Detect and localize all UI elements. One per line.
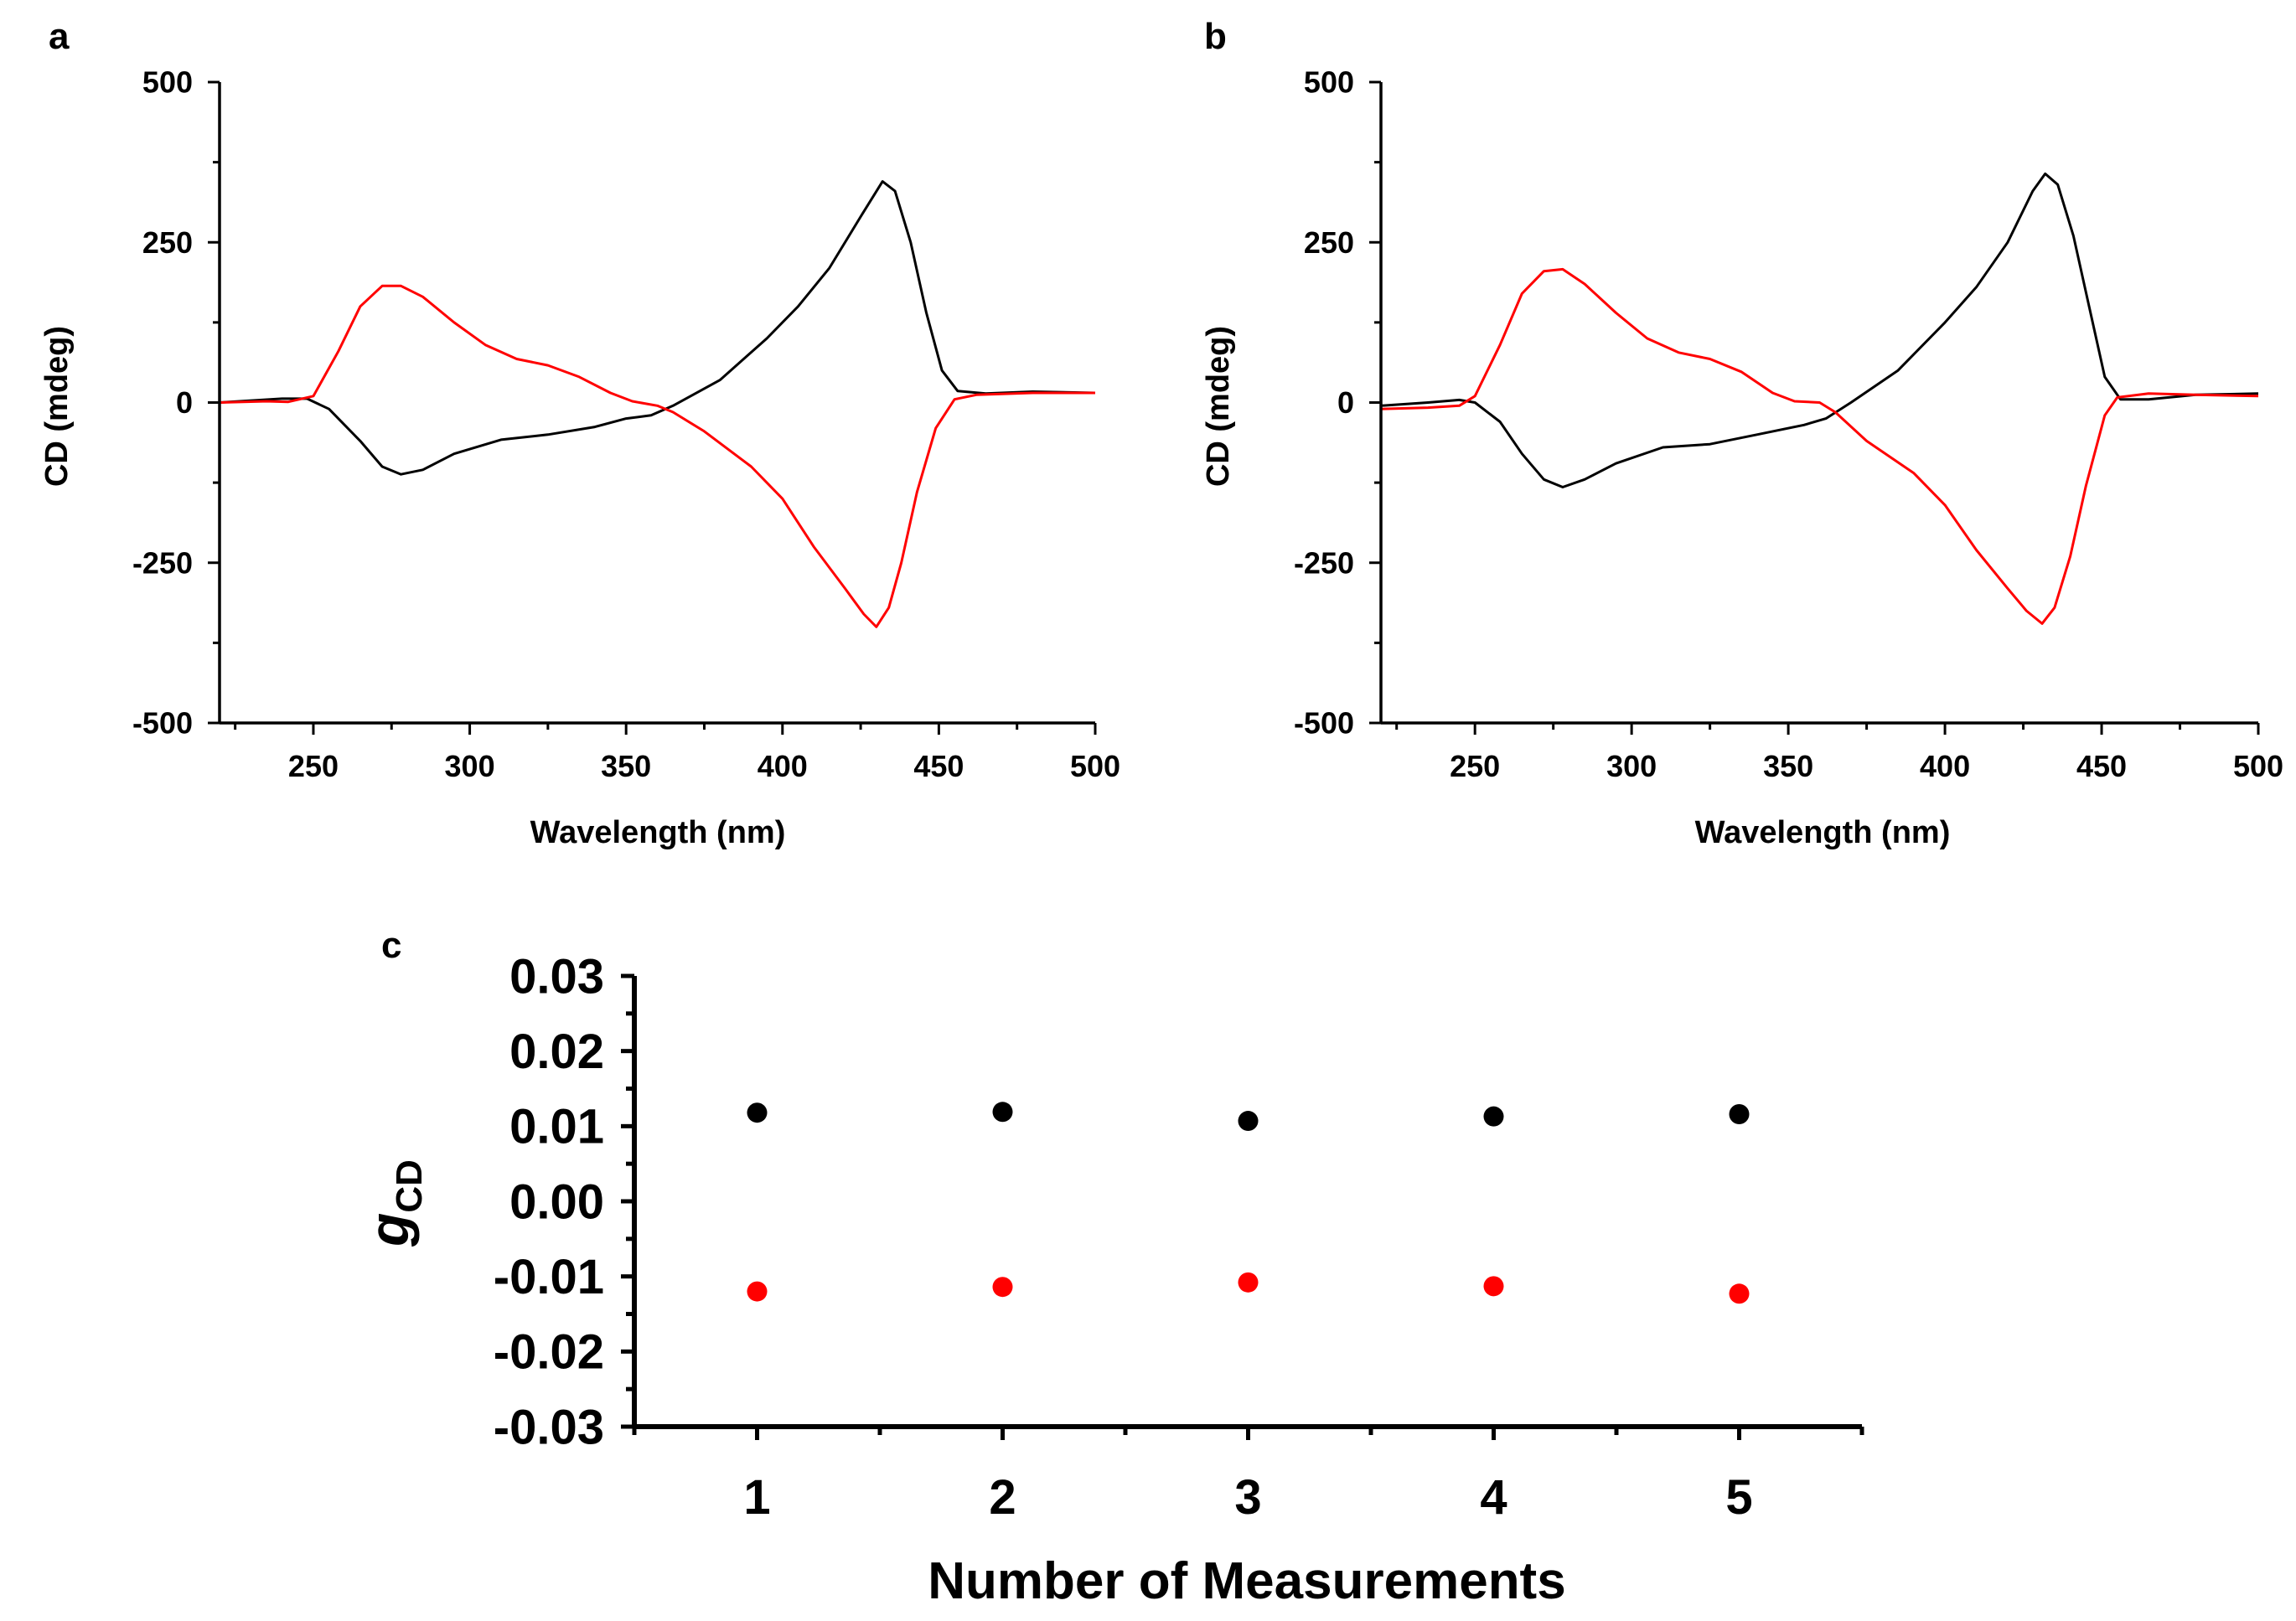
panel-c-plot-area [747,1102,1750,1304]
y-tick-label: -0.03 [494,1400,604,1454]
data-point-black [992,1102,1013,1123]
panel-a-letter: a [49,16,70,57]
y-tick-label: 0 [176,385,193,420]
panel-b-letter: b [1204,16,1227,57]
panel-c: c 0.03 0.02 0.01 0.00 -0.01 -0.02 -0.03 1 2 3 4 5 N… [358,925,1864,1610]
panel-a-plot-area [219,180,1096,628]
x-tick-label: 450 [2076,749,2127,783]
y-tick-label: -500 [132,706,193,741]
y-tick-label: 0 [1337,385,1354,420]
y-tick-label: 0.00 [509,1174,604,1229]
y-tick-label: -0.01 [494,1250,604,1304]
x-tick-label: 4 [1480,1470,1507,1525]
x-tick-label: 3 [1234,1470,1261,1525]
x-tick-label: 1 [743,1470,770,1525]
series-line-red [1380,267,2259,625]
panel-b: b 500 250 0 -250 -500 250 300 350 400 450 500 Wave… [1201,16,2283,850]
x-tick-label: 300 [445,749,495,783]
panel-a-y-axis-label: CD (mdeg) [39,326,75,487]
panel-a: a 500 250 0 -250 -500 250 300 350 400 450 500 Wave… [39,16,1120,850]
panel-a-ticks: 500 250 0 -250 -500 250 300 350 400 450 500 [132,65,1120,783]
data-point-black [1483,1106,1504,1127]
data-point-red [992,1277,1013,1298]
panel-b-y-axis-label: CD (mdeg) [1201,326,1236,487]
x-tick-label: 400 [1920,749,1970,783]
x-tick-label: 300 [1606,749,1657,783]
y-tick-label: -0.02 [494,1325,604,1380]
panel-a-x-axis-label: Wavelength (nm) [530,815,786,850]
data-point-black [1238,1111,1259,1132]
x-tick-label: 250 [1450,749,1500,783]
y-tick-label: -250 [1294,545,1354,580]
y-tick-label: 500 [1304,65,1354,100]
y-tick-label: 500 [142,65,193,100]
series-line-black [219,180,1096,476]
panel-c-y-axis-label: gCD [358,1159,430,1247]
y-tick-label: 250 [1304,225,1354,260]
panel-c-letter: c [381,925,401,966]
data-point-black [747,1102,768,1123]
series-line-red [219,284,1095,628]
y-tick-label: 0.03 [509,949,604,1004]
data-point-black [1729,1103,1750,1124]
panel-b-ticks: 500 250 0 -250 -500 250 300 350 400 450 500 [1294,65,2283,783]
y-tick-label: -500 [1294,706,1354,741]
x-tick-label: 5 [1725,1470,1752,1525]
x-tick-label: 250 [288,749,339,783]
panel-c-x-axis-label: Number of Measurements [928,1552,1565,1610]
x-tick-label: 350 [601,749,651,783]
x-tick-label: 350 [1763,749,1813,783]
x-tick-label: 500 [2233,749,2283,783]
y-tick-label: 0.01 [509,1100,604,1154]
y-tick-label: 0.02 [509,1025,604,1079]
x-tick-label: 500 [1070,749,1120,783]
data-point-red [1483,1276,1504,1297]
data-point-red [1729,1283,1750,1304]
x-tick-label: 2 [989,1470,1016,1525]
panel-b-plot-area [1380,172,2259,625]
y-tick-label: 250 [142,225,193,260]
panel-c-y-label-sub: CD [389,1159,430,1213]
data-point-red [747,1281,768,1302]
x-tick-label: 450 [913,749,964,783]
svg-text:gCD: gCD [358,1159,430,1247]
panel-c-ticks: 0.03 0.02 0.01 0.00 -0.01 -0.02 -0.03 1 2 3 4 5 [494,949,1864,1525]
panel-c-y-label-main: g [358,1213,420,1247]
y-tick-label: -250 [132,545,193,580]
panel-b-x-axis-label: Wavelength (nm) [1695,815,1951,850]
data-point-red [1238,1272,1259,1293]
series-line-black [1380,172,2259,488]
x-tick-label: 400 [758,749,808,783]
